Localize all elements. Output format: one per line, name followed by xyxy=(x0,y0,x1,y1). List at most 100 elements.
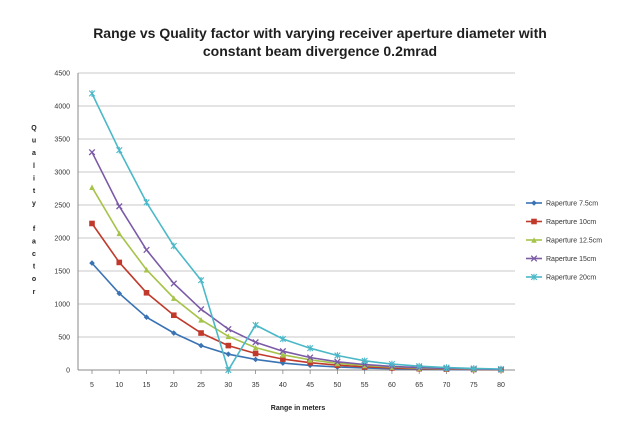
data-point xyxy=(530,273,538,281)
y-axis-label-letter: a xyxy=(32,150,36,157)
data-point xyxy=(116,146,123,154)
legend-entry: Raperture 12.5cm xyxy=(526,237,602,245)
y-tick-label: 2500 xyxy=(54,203,70,210)
x-tick-label: 10 xyxy=(115,382,123,389)
data-point xyxy=(116,290,123,297)
y-axis-label-letter: y xyxy=(32,201,36,208)
series-1 xyxy=(89,260,504,373)
y-axis-label-letter: c xyxy=(32,251,36,258)
data-point xyxy=(170,280,178,287)
legend-label: Raperture 20cm xyxy=(546,275,596,282)
legend-label: Raperture 15cm xyxy=(546,256,596,263)
data-point xyxy=(307,356,313,363)
data-point xyxy=(252,321,259,329)
data-point xyxy=(531,218,537,225)
data-point xyxy=(280,352,286,358)
data-point xyxy=(334,360,341,367)
data-point xyxy=(416,362,423,370)
data-point xyxy=(443,364,450,371)
data-point xyxy=(198,330,204,336)
data-point xyxy=(143,314,150,320)
data-point xyxy=(361,362,368,369)
data-point xyxy=(334,358,341,366)
data-point xyxy=(252,339,259,346)
x-tick-label: 80 xyxy=(497,382,505,389)
y-tick-label: 3000 xyxy=(54,170,70,177)
x-tick-label: 75 xyxy=(470,382,478,389)
x-tick-labels: 5 10 15 20 25 30 35 40 45 50 55 60 65 70 75 80 xyxy=(90,382,505,389)
data-point xyxy=(89,184,95,190)
data-point xyxy=(530,255,538,262)
data-point xyxy=(116,259,123,266)
y-axis-label-letter: Q xyxy=(31,125,37,132)
legend-entry: Raperture 7.5cm xyxy=(526,200,598,208)
data-point xyxy=(497,365,505,373)
data-point xyxy=(143,199,150,206)
y-axis-label-letter: t xyxy=(33,264,36,271)
data-point xyxy=(143,289,150,296)
y-tick-label: 4500 xyxy=(54,71,70,78)
y-tick-label: 0 xyxy=(66,368,70,375)
y-tick-label: 4000 xyxy=(54,104,70,111)
data-point xyxy=(88,90,96,97)
x-tick-label: 65 xyxy=(415,382,423,389)
legend-entry: Raperture 20cm xyxy=(526,273,596,282)
y-axis-label-letter: f xyxy=(33,226,36,233)
data-point xyxy=(306,354,314,361)
y-tick-label: 2000 xyxy=(54,236,70,243)
series-4 xyxy=(88,148,505,373)
data-point xyxy=(225,366,232,374)
data-point xyxy=(197,306,205,313)
series-2 xyxy=(89,220,504,373)
series-line xyxy=(91,93,502,372)
data-point xyxy=(531,200,537,206)
y-tick-label: 1000 xyxy=(54,302,70,309)
data-point xyxy=(171,295,177,301)
legend-label: Raperture 10cm xyxy=(546,219,596,226)
data-point xyxy=(88,148,96,156)
data-point xyxy=(143,266,150,273)
x-tick-label: 45 xyxy=(306,382,314,389)
legend-entry: Raperture 10cm xyxy=(526,218,596,226)
data-point xyxy=(280,356,286,362)
data-point xyxy=(170,242,177,250)
series-line xyxy=(91,223,502,371)
data-point xyxy=(116,230,123,237)
data-point xyxy=(225,325,232,333)
chart-title: Range vs Quality factor with varying rec… xyxy=(93,25,547,59)
data-point xyxy=(531,237,537,243)
data-point xyxy=(252,356,259,363)
data-point xyxy=(280,360,286,366)
x-tick-label: 70 xyxy=(443,382,451,389)
chart-title-line-2: constant beam divergence 0.2mrad xyxy=(203,43,437,59)
data-point xyxy=(225,333,232,340)
data-point xyxy=(89,220,95,227)
y-tick-label: 500 xyxy=(58,335,70,342)
x-tick-label: 15 xyxy=(143,382,151,389)
data-point xyxy=(307,359,313,366)
y-axis-label-letter: a xyxy=(32,238,36,245)
legend-entry: Raperture 15cm xyxy=(526,255,596,263)
data-point xyxy=(279,335,287,343)
data-point xyxy=(388,360,396,368)
chart-title-line-1: Range vs Quality factor with varying rec… xyxy=(93,25,547,41)
data-point xyxy=(89,260,95,266)
series-5 xyxy=(88,90,505,374)
axes xyxy=(77,73,515,374)
x-tick-label: 25 xyxy=(197,382,205,389)
gridlines xyxy=(78,72,515,371)
y-axis-label-letter: u xyxy=(32,138,36,145)
y-axis-label-letter: t xyxy=(33,188,36,195)
y-axis-label-letter: i xyxy=(33,175,35,182)
y-tick-labels: 0 500 1000 1500 2000 2500 3000 3500 4000 4500 xyxy=(54,71,70,375)
data-point xyxy=(171,312,177,319)
legend-label: Raperture 12.5cm xyxy=(546,238,602,245)
data-point xyxy=(171,330,177,336)
x-axis-label: Range in meters xyxy=(271,405,326,412)
y-tick-label: 1500 xyxy=(54,269,70,276)
x-tick-label: 60 xyxy=(388,382,396,389)
data-point xyxy=(143,246,150,254)
